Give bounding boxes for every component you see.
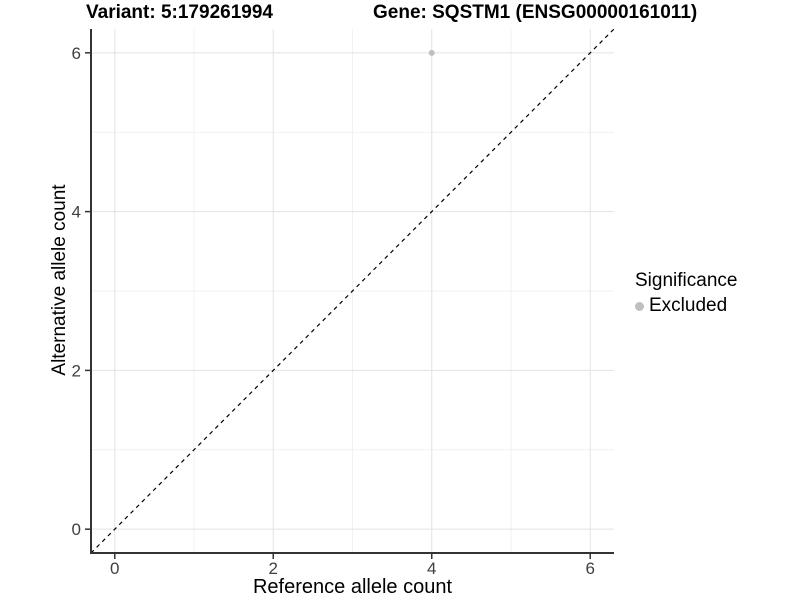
plot-title-gene: Gene: SQSTM1 (ENSG00000161011) xyxy=(373,2,698,23)
x-tick-label: 2 xyxy=(269,559,278,578)
legend: Significance Excluded xyxy=(635,270,737,317)
y-tick-label: 4 xyxy=(72,203,81,222)
x-tick-label: 6 xyxy=(585,559,594,578)
plot-title-variant: Variant: 5:179261994 xyxy=(86,2,273,23)
x-tick-label: 0 xyxy=(110,559,119,578)
identity-line xyxy=(90,28,615,554)
legend-item-excluded: Excluded xyxy=(635,295,737,317)
y-axis-title: Alternative allele count xyxy=(49,184,70,376)
y-tick-label: 6 xyxy=(72,44,81,63)
y-tick-label: 0 xyxy=(72,520,81,539)
legend-item-label: Excluded xyxy=(649,295,728,316)
data-point xyxy=(428,49,435,56)
x-axis-title: Reference allele count xyxy=(252,576,452,598)
legend-title: Significance xyxy=(635,270,738,291)
legend-key-dot-icon xyxy=(635,301,644,311)
y-tick-label: 2 xyxy=(72,361,81,380)
x-tick-label: 4 xyxy=(427,559,436,578)
